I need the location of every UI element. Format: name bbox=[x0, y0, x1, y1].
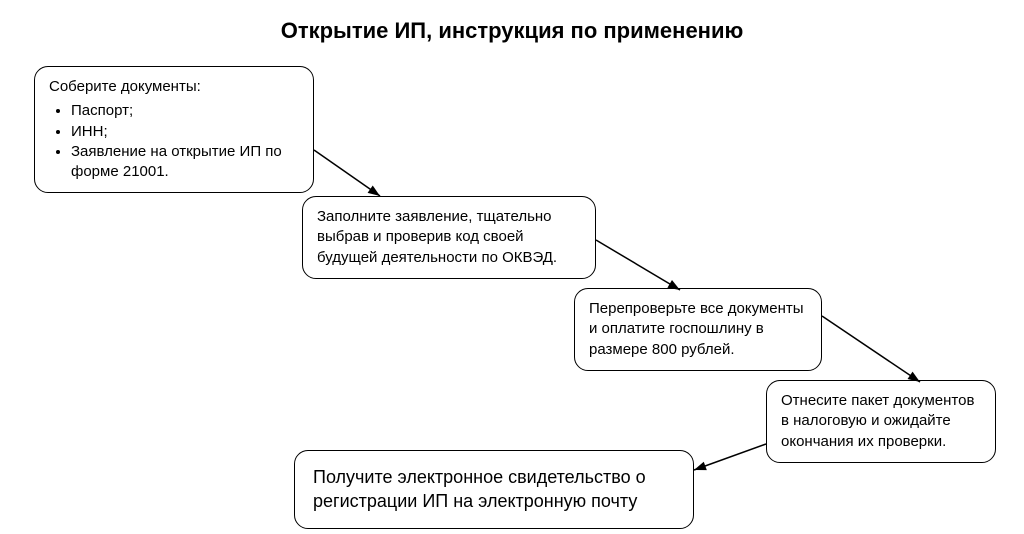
diagram-title: Открытие ИП, инструкция по применению bbox=[0, 18, 1024, 44]
list-item: Заявление на открытие ИП по форме 21001. bbox=[71, 142, 299, 183]
step-collect-documents: Соберите документы: Паспорт; ИНН; Заявле… bbox=[34, 66, 314, 193]
step-pay-fee: Перепроверьте все документы и оплатите г… bbox=[574, 288, 822, 371]
step-fill-application: Заполните заявление, тщательно выбрав и … bbox=[302, 196, 596, 279]
step-submit-tax-office: Отнесите пакет документов в налоговую и … bbox=[766, 380, 996, 463]
list-item: Паспорт; bbox=[71, 101, 299, 121]
list-item: ИНН; bbox=[71, 122, 299, 142]
document-list: Паспорт; ИНН; Заявление на открытие ИП п… bbox=[49, 101, 299, 182]
step-lead: Соберите документы: bbox=[49, 77, 299, 97]
step-receive-certificate: Получите электронное свидетельство о рег… bbox=[294, 450, 694, 529]
flowchart-canvas: Открытие ИП, инструкция по применению Со… bbox=[0, 0, 1024, 534]
